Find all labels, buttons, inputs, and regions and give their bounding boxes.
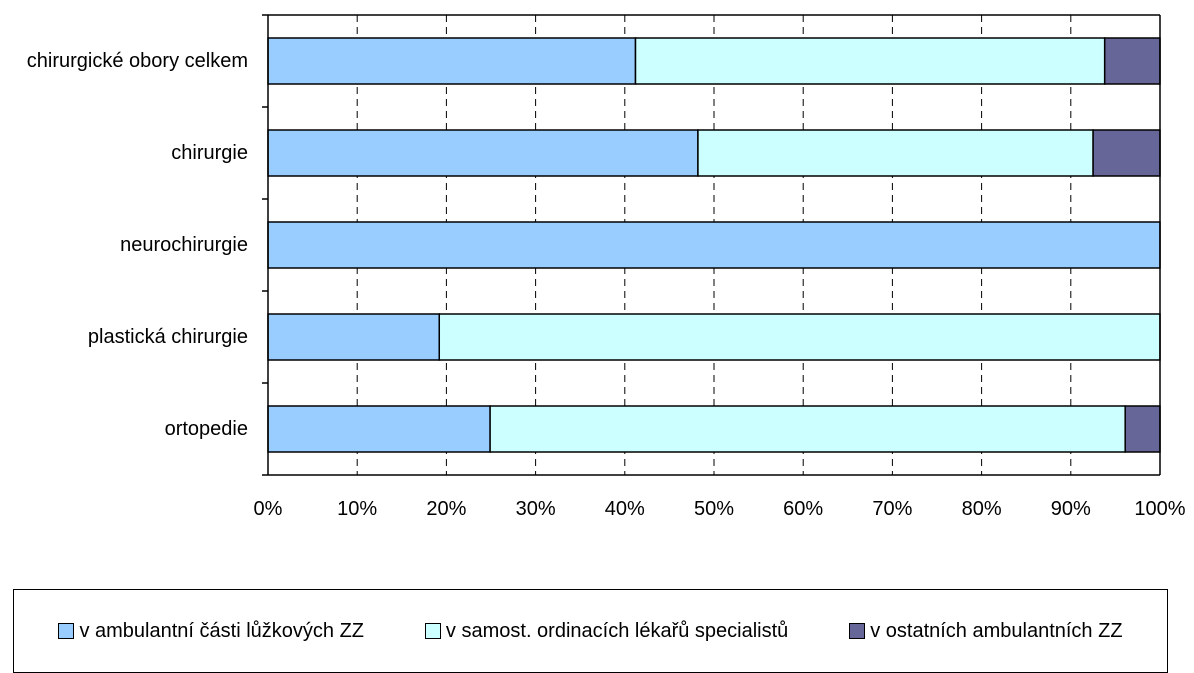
tick-label: 70% (872, 498, 912, 520)
bar-segment (267, 405, 491, 453)
legend-label-0: v ambulantní části lůžkových ZZ (79, 619, 365, 642)
tick-label: 80% (962, 498, 1002, 520)
tick-label: 0% (254, 498, 283, 520)
category-label: plastická chirurgie (88, 326, 248, 348)
bar-segment (267, 129, 699, 177)
bar-segment (634, 37, 1106, 85)
tick-label: 20% (426, 498, 466, 520)
tick-label: 30% (516, 498, 556, 520)
category-label: ortopedie (165, 418, 248, 440)
tick-label: 10% (337, 498, 377, 520)
legend-swatch-0 (58, 623, 75, 639)
bar-segment (489, 405, 1126, 453)
legend-swatch-1 (424, 623, 441, 639)
tick-label: 100% (1134, 498, 1185, 520)
legend-swatch-2 (849, 623, 866, 639)
legend-item-0: v ambulantní části lůžkových ZZ (58, 620, 364, 643)
tick-label: 40% (605, 498, 645, 520)
bar-segment (267, 313, 441, 361)
category-label: chirurgie (171, 142, 248, 164)
category-labels: chirurgické obory celkem chirurgie neuroch… (27, 50, 248, 440)
legend-label-2: v ostatních ambulantních ZZ (870, 619, 1123, 642)
legend-item-2: v ostatních ambulantních ZZ (849, 619, 1123, 643)
bar-segment (1103, 37, 1161, 85)
bar-segment (1124, 405, 1161, 453)
tick-labels: 0% 10% 20% 30% 40% 50% 60% 70% 80% 90% 100% (254, 498, 1186, 520)
category-label: neurochirurgie (120, 234, 248, 256)
tick-label: 90% (1051, 498, 1091, 520)
legend-label-1: v samost. ordinacích lékařů specialistů (445, 619, 789, 642)
axes (262, 14, 1161, 476)
tick-label: 60% (783, 498, 823, 520)
bar-segment (267, 221, 1161, 269)
bar-segment (267, 37, 637, 85)
bar-segment (1092, 129, 1161, 177)
legend-item-1: v samost. ordinacích lékařů specialistů (424, 619, 789, 643)
stacked-bar-chart: chirurgické obory celkem chirurgie neuroch… (27, 14, 1186, 520)
bar-segment (438, 313, 1161, 361)
tick-label: 50% (694, 498, 734, 520)
legend: v ambulantní části lůžkových ZZ v samost… (13, 589, 1168, 673)
category-label: chirurgické obory celkem (27, 50, 248, 72)
bar-segment (697, 129, 1094, 177)
